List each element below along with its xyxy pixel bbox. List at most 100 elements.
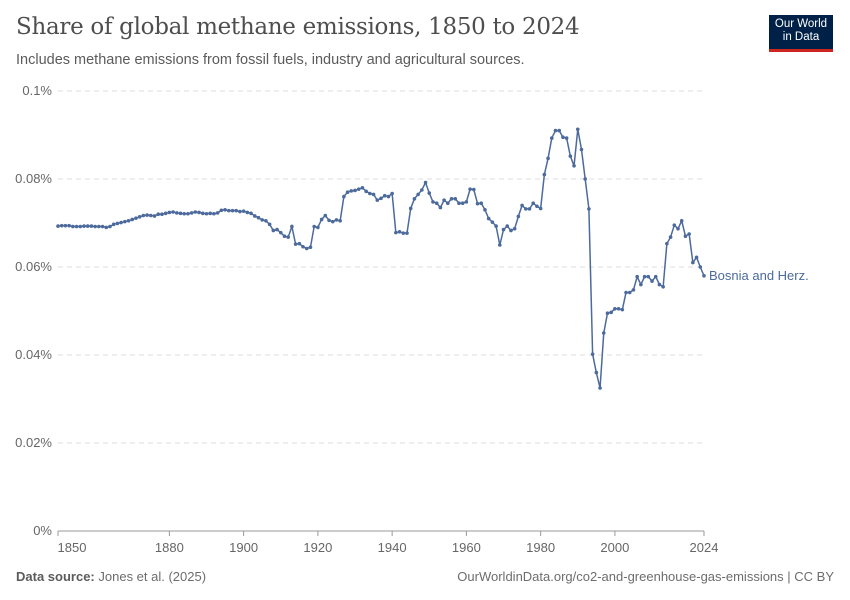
data-point xyxy=(278,230,283,235)
data-point xyxy=(549,136,554,140)
data-point xyxy=(316,225,320,230)
data-point xyxy=(375,198,380,202)
data-point xyxy=(523,207,528,211)
data-point xyxy=(63,223,68,228)
data-point xyxy=(683,234,688,238)
data-point xyxy=(546,156,550,161)
data-point xyxy=(71,224,75,229)
data-point xyxy=(330,219,335,224)
x-tick-label: 1960 xyxy=(452,540,481,555)
data-point xyxy=(126,219,131,223)
data-point xyxy=(557,128,562,133)
data-point xyxy=(639,282,643,287)
data-point xyxy=(698,265,703,269)
data-point xyxy=(152,214,157,218)
data-point xyxy=(238,209,242,214)
data-point xyxy=(624,290,628,295)
data-point xyxy=(275,227,279,232)
y-tick-label: 0.08% xyxy=(15,171,52,186)
data-point xyxy=(215,211,220,215)
data-point xyxy=(67,223,71,228)
data-point xyxy=(178,211,183,216)
source-link[interactable]: Jones et al. (2025) xyxy=(98,569,207,584)
data-point xyxy=(702,274,706,278)
data-point xyxy=(327,218,331,223)
data-point xyxy=(653,274,658,279)
data-point xyxy=(134,216,138,220)
data-point xyxy=(512,226,517,231)
data-point xyxy=(149,213,153,218)
data-point xyxy=(486,216,491,221)
data-point xyxy=(297,241,302,246)
data-point xyxy=(564,136,569,140)
data-point xyxy=(186,211,190,216)
data-point xyxy=(631,288,636,292)
y-tick-label: 0.04% xyxy=(15,347,52,362)
data-point xyxy=(89,224,94,228)
data-point xyxy=(85,224,90,228)
data-point xyxy=(472,187,476,192)
data-point xyxy=(613,307,617,311)
data-point xyxy=(115,221,120,226)
series-label: Bosnia and Herz. xyxy=(709,268,809,283)
data-point xyxy=(160,212,164,216)
x-tick-label: 1880 xyxy=(155,540,184,555)
data-point xyxy=(438,205,443,210)
data-point xyxy=(572,164,576,168)
data-point xyxy=(200,211,205,216)
data-point xyxy=(661,285,665,289)
data-point xyxy=(635,274,639,279)
data-point xyxy=(531,201,536,205)
data-point xyxy=(137,215,142,219)
data-point xyxy=(208,211,213,216)
data-point xyxy=(601,331,606,335)
data-point xyxy=(130,217,135,222)
data-point xyxy=(301,244,305,249)
data-point xyxy=(119,220,123,225)
data-point xyxy=(282,234,287,238)
data-point xyxy=(405,231,409,235)
data-point xyxy=(108,224,112,229)
data-point xyxy=(590,352,595,356)
data-point xyxy=(104,225,109,230)
data-point xyxy=(123,219,127,224)
data-point xyxy=(175,211,179,215)
data-point xyxy=(646,274,651,279)
footer-url[interactable]: OurWorldinData.org/co2-and-greenhouse-ga… xyxy=(457,569,834,584)
x-tick-label: 1900 xyxy=(229,540,258,555)
data-point xyxy=(219,208,224,213)
data-point xyxy=(319,217,324,222)
data-point xyxy=(189,211,194,215)
data-point xyxy=(193,210,198,214)
data-point xyxy=(167,210,172,215)
data-point xyxy=(535,204,539,209)
data-point xyxy=(583,177,587,181)
data-point xyxy=(442,198,446,202)
data-point xyxy=(568,154,573,158)
x-tick-label: 1920 xyxy=(303,540,332,555)
owid-logo[interactable]: Our World in Data xyxy=(769,15,833,52)
data-point xyxy=(204,211,209,216)
data-point xyxy=(416,192,420,197)
data-point xyxy=(304,246,309,251)
data-point xyxy=(267,222,272,227)
data-point xyxy=(620,307,625,312)
data-point xyxy=(401,231,406,235)
data-point xyxy=(197,210,201,215)
data-point xyxy=(587,207,591,211)
data-source: Data source: Jones et al. (2025) xyxy=(16,569,206,584)
data-point xyxy=(694,255,699,260)
data-point xyxy=(394,230,398,235)
data-point xyxy=(408,206,413,211)
data-point xyxy=(605,311,610,316)
data-point xyxy=(171,210,175,214)
data-point xyxy=(182,211,187,216)
data-point xyxy=(627,290,632,295)
data-point xyxy=(520,203,524,208)
y-tick-label: 0% xyxy=(33,523,52,538)
y-tick-label: 0.06% xyxy=(15,259,52,274)
data-point xyxy=(427,191,432,195)
data-point xyxy=(594,370,599,375)
data-point xyxy=(412,197,417,201)
